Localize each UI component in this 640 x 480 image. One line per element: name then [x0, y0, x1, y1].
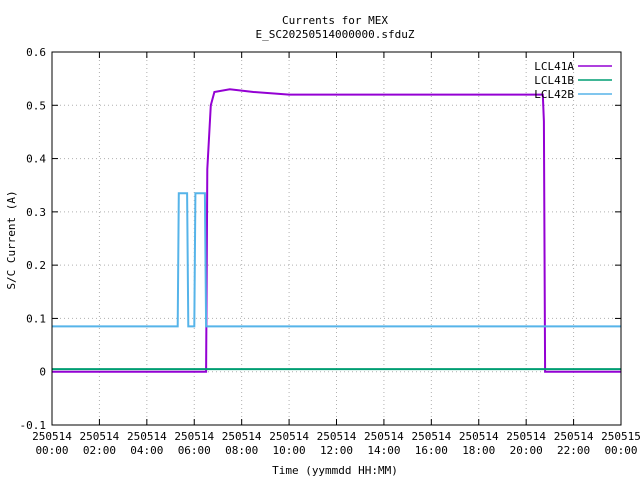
- y-tick-label: 0.1: [26, 312, 46, 325]
- x-tick-date: 250514: [506, 430, 546, 443]
- chart-subtitle: E_SC20250514000000.sfduZ: [256, 28, 415, 41]
- x-tick-date: 250514: [269, 430, 309, 443]
- x-tick-time: 12:00: [320, 444, 353, 457]
- x-tick-date: 250514: [80, 430, 120, 443]
- y-tick-label: 0.4: [26, 153, 46, 166]
- x-tick-time: 00:00: [35, 444, 68, 457]
- legend-label: LCL41B: [534, 74, 574, 87]
- x-tick-time: 16:00: [415, 444, 448, 457]
- y-tick-label: 0.3: [26, 206, 46, 219]
- x-tick-time: 14:00: [367, 444, 400, 457]
- x-tick-time: 04:00: [130, 444, 163, 457]
- tick-labels: -0.100.10.20.30.40.50.625051400:00250514…: [20, 46, 640, 457]
- legend-label: LCL41A: [534, 60, 574, 73]
- x-tick-date: 250514: [127, 430, 167, 443]
- x-tick-time: 20:00: [510, 444, 543, 457]
- x-axis-label: Time (yymmdd HH:MM): [272, 464, 398, 477]
- x-tick-date: 250514: [174, 430, 214, 443]
- x-tick-time: 06:00: [178, 444, 211, 457]
- x-tick-date: 250515: [601, 430, 640, 443]
- x-tick-time: 10:00: [273, 444, 306, 457]
- y-tick-label: 0.2: [26, 259, 46, 272]
- y-tick-label: 0: [39, 366, 46, 379]
- x-tick-date: 250514: [364, 430, 404, 443]
- x-tick-time: 08:00: [225, 444, 258, 457]
- x-tick-date: 250514: [411, 430, 451, 443]
- x-tick-date: 250514: [32, 430, 72, 443]
- y-tick-label: 0.5: [26, 99, 46, 112]
- x-tick-date: 250514: [554, 430, 594, 443]
- x-tick-time: 18:00: [462, 444, 495, 457]
- x-tick-time: 02:00: [83, 444, 116, 457]
- x-tick-date: 250514: [459, 430, 499, 443]
- legend-label: LCL42B: [534, 88, 574, 101]
- series-lines: [52, 88, 621, 373]
- y-tick-label: 0.6: [26, 46, 46, 59]
- x-tick-time: 22:00: [557, 444, 590, 457]
- x-tick-time: 00:00: [604, 444, 637, 457]
- x-tick-date: 250514: [317, 430, 357, 443]
- series-line-lcl42b: [52, 192, 621, 328]
- chart-title: Currents for MEX: [282, 14, 388, 27]
- y-axis-label: S/C Current (A): [5, 190, 18, 289]
- series-line-lcl41a: [52, 88, 621, 373]
- y-tick-label: -0.1: [20, 419, 47, 432]
- x-tick-date: 250514: [222, 430, 262, 443]
- plot-frame: [51, 51, 622, 426]
